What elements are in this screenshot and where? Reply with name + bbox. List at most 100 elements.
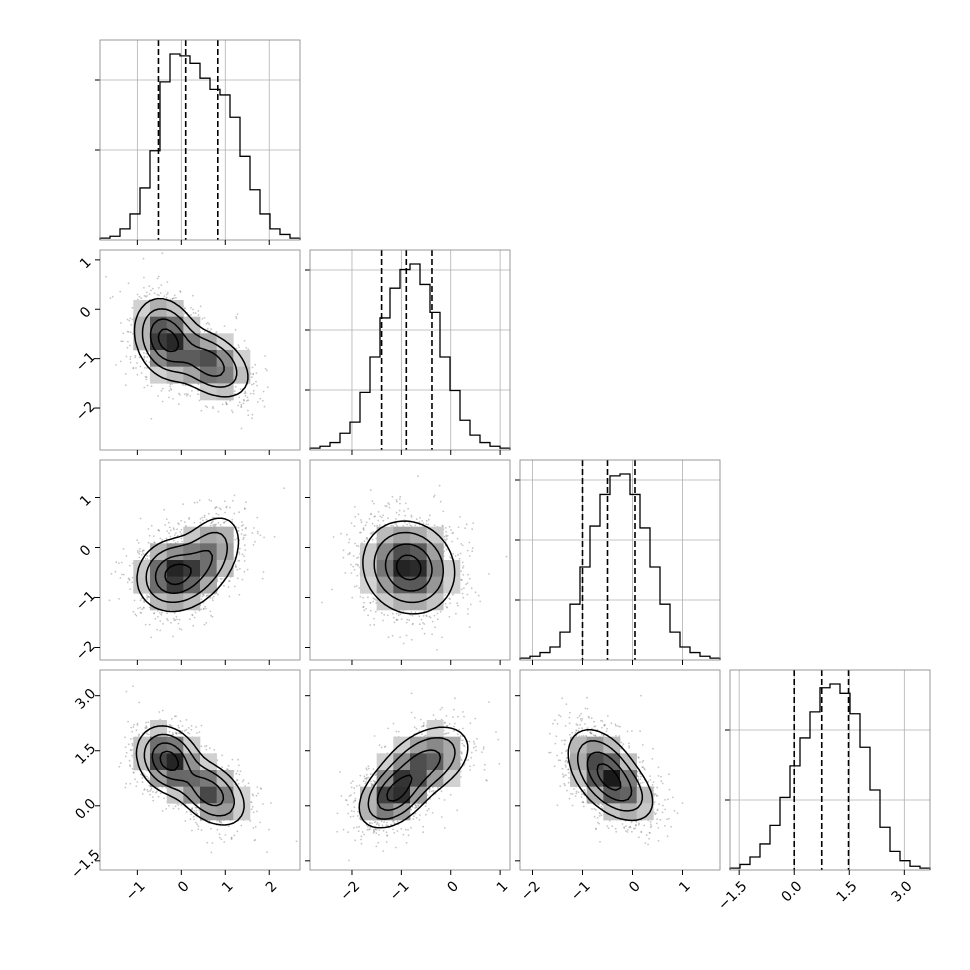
scatter-point bbox=[360, 521, 363, 524]
scatter-point bbox=[387, 517, 389, 520]
scatter-point bbox=[238, 511, 241, 514]
scatter-point bbox=[166, 292, 169, 294]
scatter-point bbox=[383, 613, 386, 616]
scatter-point bbox=[218, 833, 221, 836]
scatter-point bbox=[143, 601, 146, 604]
scatter-point bbox=[124, 786, 127, 789]
scatter-point bbox=[173, 294, 176, 297]
scatter-point bbox=[128, 579, 131, 581]
scatter-point bbox=[161, 387, 164, 390]
scatter-point bbox=[408, 522, 411, 524]
histogram-panel bbox=[95, 39, 301, 245]
scatter-point bbox=[212, 595, 215, 598]
scatter-point bbox=[379, 524, 381, 526]
scatter-point bbox=[390, 524, 393, 527]
scatter-point bbox=[432, 496, 435, 498]
scatter-point bbox=[367, 596, 369, 599]
scatter-point bbox=[190, 314, 192, 316]
scatter-point bbox=[451, 532, 454, 535]
scatter-point bbox=[148, 361, 151, 364]
scatter-point bbox=[359, 531, 361, 534]
scatter-point bbox=[233, 585, 236, 588]
scatter-point bbox=[139, 517, 142, 520]
scatter-point bbox=[344, 572, 347, 574]
scatter-point bbox=[146, 356, 149, 359]
scatter-point bbox=[448, 597, 451, 600]
scatter-point bbox=[129, 317, 132, 320]
scatter-point bbox=[224, 520, 227, 523]
scatter-point bbox=[137, 551, 139, 554]
scatter-point bbox=[159, 620, 162, 622]
scatter-point bbox=[255, 380, 257, 383]
scatter-point bbox=[118, 598, 120, 600]
density-cell bbox=[426, 560, 444, 577]
scatter-point bbox=[127, 720, 129, 723]
scatter-point bbox=[450, 529, 452, 531]
scatter-point bbox=[201, 317, 204, 320]
scatter-point bbox=[203, 330, 206, 333]
scatter-point bbox=[362, 605, 365, 608]
scatter-point bbox=[253, 527, 255, 529]
scatter-point bbox=[237, 560, 240, 562]
scatter-point bbox=[468, 555, 471, 557]
scatter-point bbox=[124, 736, 126, 739]
scatter-point bbox=[256, 401, 259, 403]
scatter-point bbox=[139, 365, 142, 368]
y-tick-label: −1 bbox=[73, 349, 99, 375]
scatter-point bbox=[212, 524, 214, 526]
scatter-point bbox=[237, 530, 240, 532]
scatter-point bbox=[146, 384, 149, 387]
scatter-point bbox=[350, 563, 352, 566]
scatter-point bbox=[223, 521, 225, 524]
scatter-point bbox=[431, 633, 433, 636]
scatter-point bbox=[263, 536, 265, 539]
scatter-point bbox=[170, 621, 172, 624]
scatter-point bbox=[197, 383, 200, 386]
scatter-point bbox=[130, 738, 132, 740]
scatter-point bbox=[227, 586, 230, 588]
scatter-point bbox=[395, 619, 398, 621]
scatter-point bbox=[244, 549, 247, 551]
scatter-point bbox=[215, 331, 218, 333]
scatter-point bbox=[247, 348, 250, 351]
density-cell bbox=[443, 560, 461, 577]
scatter-point bbox=[446, 538, 448, 540]
scatter-point bbox=[357, 513, 360, 515]
scatter-point bbox=[214, 507, 216, 510]
scatter-point bbox=[148, 596, 151, 599]
scatter-point bbox=[150, 524, 153, 527]
scatter-point bbox=[377, 511, 380, 513]
scatter-point bbox=[229, 506, 231, 509]
scatter-point bbox=[131, 318, 134, 321]
scatter-point bbox=[353, 525, 356, 528]
scatter-point bbox=[136, 373, 139, 376]
scatter-point bbox=[273, 535, 276, 538]
scatter-point bbox=[139, 611, 142, 614]
density-cell bbox=[410, 560, 427, 577]
scatter-point bbox=[387, 614, 389, 617]
scatter-point bbox=[455, 612, 457, 615]
scatter-point bbox=[219, 508, 222, 511]
scatter-point bbox=[356, 574, 359, 577]
scatter-point bbox=[148, 350, 150, 352]
scatter-point bbox=[252, 389, 255, 392]
scatter-point bbox=[157, 610, 159, 612]
scatter-point bbox=[246, 396, 249, 399]
scatter-point bbox=[466, 593, 469, 596]
scatter-point bbox=[252, 794, 255, 797]
scatter-point bbox=[138, 295, 141, 298]
scatter-point bbox=[200, 608, 203, 611]
scatter-point bbox=[422, 615, 425, 617]
scatter-point bbox=[109, 297, 112, 300]
scatter-point bbox=[398, 498, 401, 500]
scatter-point bbox=[388, 503, 391, 506]
scatter-point bbox=[156, 293, 159, 296]
scatter-point bbox=[259, 397, 262, 400]
scatter-point bbox=[153, 612, 156, 615]
scatter-point bbox=[126, 318, 129, 321]
scatter-point bbox=[127, 577, 130, 580]
scatter-point bbox=[382, 519, 385, 522]
scatter-point bbox=[169, 383, 172, 386]
scatter-point bbox=[145, 295, 147, 298]
